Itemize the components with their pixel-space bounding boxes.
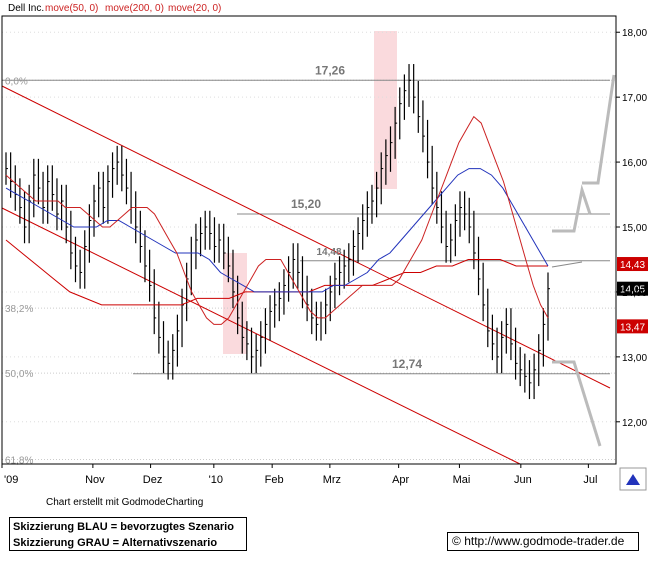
fib-label: 50,0% (5, 369, 33, 380)
corner-icon-arrow (626, 474, 640, 485)
url-text: http://www.godmode-trader.de (464, 534, 625, 548)
scenario-legend: Skizzierung BLAU = bevorzugtes Szenario … (9, 517, 247, 551)
x-tick-label: Mai (453, 474, 471, 486)
ma50-line (5, 168, 549, 293)
y-tick-label: 12,00 (622, 418, 647, 429)
legend-move200: move(200, 0) (105, 3, 164, 14)
channel-upper (1, 85, 611, 389)
labels: 0,0% 38,2% 50,0% 61,8% 17,26 15,20 14,48 12,74 1… (5, 63, 648, 466)
axes: 18,00 17,00 16,00 15,00 14,00 13,00 12,00 '09 No… (1, 15, 647, 491)
ma20-line (5, 115, 549, 325)
fib-label: 38,2% (5, 304, 33, 315)
price-tag (617, 319, 648, 334)
x-tick-label: Mrz (323, 474, 341, 486)
x-tick-label: Feb (265, 474, 284, 486)
chart-title: Dell Inc. (8, 3, 44, 14)
price-tag-label: 14,43 (620, 260, 645, 271)
legend-move50: move(50, 0) (45, 3, 98, 14)
price-tag-label: 14,05 (620, 285, 645, 296)
y-tick-label: 18,00 (622, 28, 647, 39)
support-resistance-label: 15,20 (291, 197, 321, 211)
price-series (5, 64, 550, 400)
trend-lines (1, 74, 616, 465)
y-tick-label: 16,00 (622, 158, 647, 169)
source-url[interactable]: © http://www.godmode-trader.de (447, 532, 639, 551)
x-tick-label: Apr (392, 474, 409, 486)
copyright-icon: © (452, 534, 465, 548)
support-resistance-label: 14,48 (316, 247, 341, 258)
fib-label: 0,0% (5, 76, 28, 87)
plot-border (1, 15, 617, 465)
price-tag-label: 13,47 (620, 322, 645, 333)
highlight-zone (374, 31, 397, 189)
scenario-blue-sketch (552, 184, 592, 233)
scenario-grey-down (552, 360, 602, 447)
x-tick-label: '09 (4, 474, 18, 486)
legend-blue-scenario: Skizzierung BLAU = bevorzugtes Szenario (13, 521, 234, 533)
fib-label: 61,8% (5, 455, 33, 466)
x-tick-label: Jul (583, 474, 597, 486)
y-tick-label: 17,00 (622, 93, 647, 104)
x-tick-label: '10 (209, 474, 223, 486)
legend-move20: move(20, 0) (168, 3, 221, 14)
resistance-sketch (551, 261, 583, 268)
chart-credit: Chart erstellt mit GodmodeCharting (46, 497, 204, 508)
highlight-zone (223, 253, 247, 354)
series (5, 64, 550, 400)
support-resistance-label: 12,74 (392, 357, 422, 371)
x-tick-label: Nov (85, 474, 105, 486)
y-tick-label: 13,00 (622, 353, 647, 364)
x-tick-label: Jun (514, 474, 532, 486)
x-tick-label: Dez (143, 474, 163, 486)
price-tag (617, 257, 648, 272)
scenario-grey-up (582, 74, 616, 185)
y-tick-label: 15,00 (622, 223, 647, 234)
support-resistance-label: 17,26 (315, 63, 345, 77)
price-tag (617, 281, 648, 296)
legend-grey-scenario: Skizzierung GRAU = Alternativszenario (13, 537, 218, 549)
chart-corner-icon (619, 467, 647, 491)
grid (2, 31, 616, 460)
highlight-zones (223, 31, 397, 354)
y-tick-label: 14,00 (622, 288, 647, 299)
